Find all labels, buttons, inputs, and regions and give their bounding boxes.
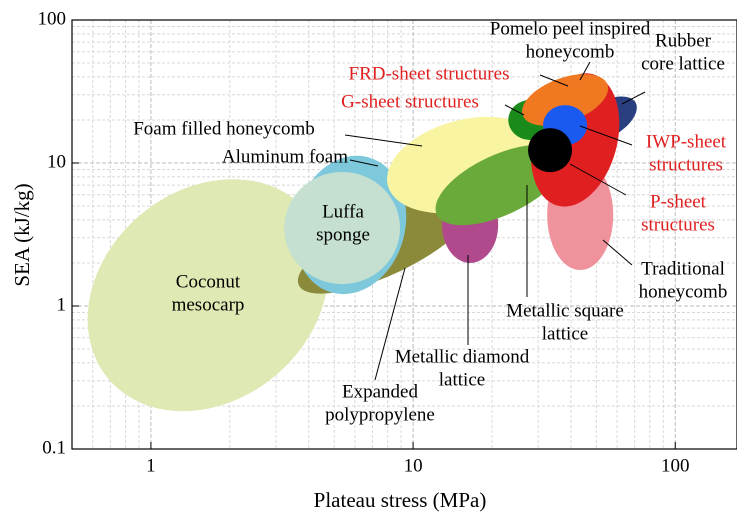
leader-line — [579, 125, 633, 146]
region-label: P-sheet — [650, 191, 707, 212]
plot-frame — [71, 19, 737, 450]
region-label: structures — [649, 154, 723, 175]
region-label: mesocarp — [172, 294, 245, 315]
region-label: sponge — [316, 224, 370, 245]
region-label: structures — [641, 214, 715, 235]
regions — [87, 73, 637, 412]
region — [87, 179, 329, 412]
region-label: IWP-sheet — [646, 131, 727, 152]
region-label: core lattice — [641, 53, 725, 74]
region-label: polypropylene — [325, 404, 435, 425]
y-axis-label: SEA (kJ/kg) — [10, 183, 34, 286]
region-label: Expanded — [342, 381, 418, 402]
region-label: G-sheet structures — [341, 91, 479, 112]
region — [284, 171, 401, 285]
y-tick-label: 1 — [57, 294, 67, 315]
leader-line — [602, 239, 633, 266]
leader-line — [374, 267, 406, 381]
region-label: Aluminum foam — [222, 146, 348, 167]
leader-line — [539, 74, 569, 87]
region-label: Metallic diamond — [395, 346, 530, 367]
y-tick-label: 10 — [47, 151, 66, 172]
region-label: Foam filled honeycomb — [133, 118, 315, 139]
x-tick-label: 10 — [404, 455, 423, 476]
x-axis-label: Plateau stress (MPa) — [314, 488, 487, 512]
y-tick-label: 100 — [38, 8, 67, 29]
region — [528, 128, 573, 173]
leader-line — [504, 104, 525, 116]
region-label: lattice — [542, 323, 588, 344]
region-label: Coconut — [176, 271, 241, 292]
leader-line — [344, 134, 423, 147]
region-label: Pomelo peel inspired — [490, 18, 651, 39]
y-tick-label: 0.1 — [42, 437, 66, 458]
x-tick-label: 1 — [146, 455, 156, 476]
x-tick-label: 100 — [661, 455, 690, 476]
region-label: Traditional — [641, 258, 725, 279]
region-label: FRD-sheet structures — [349, 63, 510, 84]
region-label: honeycomb — [639, 281, 728, 302]
leader-line — [349, 159, 379, 167]
region-label: Metallic square — [506, 300, 624, 321]
leader-line — [579, 61, 591, 81]
leader-line — [621, 91, 646, 105]
region-label: lattice — [439, 369, 485, 390]
region-label: honeycomb — [526, 41, 615, 62]
region-label: Rubber — [655, 30, 712, 51]
region-label: Luffa — [322, 201, 364, 222]
region — [522, 74, 609, 126]
leader-line — [569, 163, 627, 196]
